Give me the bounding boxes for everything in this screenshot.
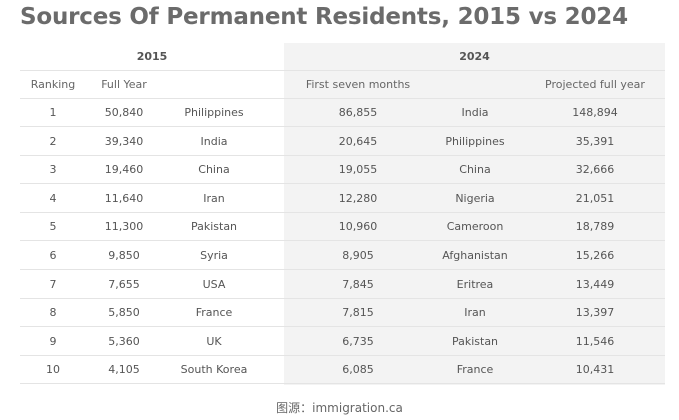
count-2015-cell: 5,850 — [108, 306, 140, 320]
count-2015-cell: 19,460 — [104, 163, 144, 177]
projected-2024-cell: 32,666 — [575, 163, 615, 177]
country-2015-cell: Pakistan — [190, 220, 238, 234]
country-2024-cell: Afghanistan — [442, 249, 508, 262]
count-2015-cell: 11,640 — [104, 191, 144, 205]
residents-table: 2015 2024 Ranking Full Year First seven … — [20, 43, 665, 385]
country-2024-cell: India — [461, 106, 489, 119]
column-header-first-seven-months: First seven months — [305, 78, 411, 91]
rank-cell: 7 — [49, 277, 57, 291]
table-row: 8 5,850 France 7,815 Iran 13,397 — [20, 299, 665, 328]
table-row: 6 9,850 Syria 8,905 Afghanistan 15,266 — [20, 242, 665, 270]
rank-cell: 5 — [49, 220, 57, 234]
projected-2024-cell: 18,789 — [575, 220, 615, 234]
count-2024-seven-months-cell: 20,645 — [338, 134, 378, 148]
rank-cell: 10 — [46, 363, 60, 377]
group-header-row: 2015 2024 — [20, 43, 665, 71]
count-2024-seven-months-cell: 19,055 — [338, 163, 378, 177]
projected-2024-cell: 35,391 — [575, 134, 615, 148]
country-2024-cell: Iran — [464, 306, 486, 320]
rank-cell: 2 — [49, 134, 57, 148]
chart-title: Sources Of Permanent Residents, 2015 vs … — [20, 4, 628, 30]
country-2015-cell: France — [195, 306, 233, 320]
country-2015-cell: USA — [202, 277, 226, 291]
panel-2024-background — [284, 43, 665, 385]
rank-cell: 1 — [49, 106, 57, 119]
country-2015-cell: India — [200, 134, 228, 148]
projected-2024-cell: 11,546 — [575, 334, 615, 348]
count-2015-cell: 11,300 — [104, 220, 144, 234]
source-caption: 图源：immigration.ca — [276, 401, 403, 415]
count-2024-seven-months-cell: 10,960 — [338, 220, 378, 234]
count-2024-seven-months-cell: 86,855 — [338, 106, 378, 119]
rank-cell: 8 — [49, 306, 57, 320]
country-2024-cell: Eritrea — [456, 277, 494, 291]
country-2015-cell: South Korea — [180, 363, 248, 377]
column-header-ranking: Ranking — [30, 78, 76, 91]
country-2024-cell: France — [456, 363, 494, 377]
column-header-projected-full-year: Projected full year — [545, 78, 645, 91]
rank-cell: 6 — [49, 249, 57, 262]
country-2015-cell: China — [198, 163, 230, 177]
count-2015-cell: 50,840 — [104, 106, 144, 119]
count-2015-cell: 9,850 — [108, 249, 140, 262]
group-header-2024: 2024 — [459, 50, 490, 63]
country-2024-cell: China — [459, 163, 491, 177]
count-2015-cell: 7,655 — [108, 277, 140, 291]
projected-2024-cell: 13,449 — [575, 277, 615, 291]
table-row: 5 11,300 Pakistan 10,960 Cameroon 18,789 — [20, 213, 665, 242]
count-2024-seven-months-cell: 7,815 — [342, 306, 374, 320]
table-row: 10 4,105 South Korea 6,085 France 10,431 — [20, 356, 665, 385]
country-2024-cell: Nigeria — [455, 191, 495, 205]
country-2015-cell: UK — [206, 334, 222, 348]
table-row: 3 19,460 China 19,055 China 32,666 — [20, 156, 665, 185]
table-row: 4 11,640 Iran 12,280 Nigeria 21,051 — [20, 185, 665, 213]
country-2015-cell: Philippines — [184, 106, 244, 119]
projected-2024-cell: 15,266 — [575, 249, 615, 262]
count-2024-seven-months-cell: 6,735 — [342, 334, 374, 348]
projected-2024-cell: 21,051 — [575, 191, 615, 205]
rank-cell: 4 — [49, 191, 57, 205]
column-header-row: Ranking Full Year First seven months Pro… — [20, 71, 665, 99]
rank-cell: 3 — [49, 163, 57, 177]
column-header-full-year: Full Year — [101, 78, 147, 91]
country-2015-cell: Iran — [203, 191, 225, 205]
country-2015-cell: Syria — [200, 249, 228, 262]
country-2024-cell: Philippines — [445, 134, 505, 148]
table-row: 9 5,360 UK 6,735 Pakistan 11,546 — [20, 328, 665, 356]
group-header-2015: 2015 — [136, 50, 168, 63]
table-row: 7 7,655 USA 7,845 Eritrea 13,449 — [20, 271, 665, 299]
projected-2024-cell: 13,397 — [575, 306, 615, 320]
projected-2024-cell: 10,431 — [575, 363, 615, 377]
country-2024-cell: Pakistan — [451, 334, 499, 348]
count-2024-seven-months-cell: 12,280 — [338, 191, 378, 205]
count-2015-cell: 4,105 — [108, 363, 140, 377]
projected-2024-cell: 148,894 — [572, 106, 618, 119]
table-row: 1 50,840 Philippines 86,855 India 148,894 — [20, 99, 665, 127]
count-2015-cell: 5,360 — [108, 334, 140, 348]
count-2024-seven-months-cell: 6,085 — [342, 363, 374, 377]
table-row: 2 39,340 India 20,645 Philippines 35,391 — [20, 128, 665, 156]
rank-cell: 9 — [49, 334, 57, 348]
count-2024-seven-months-cell: 8,905 — [342, 249, 374, 262]
country-2024-cell: Cameroon — [446, 220, 504, 234]
count-2015-cell: 39,340 — [104, 134, 144, 148]
count-2024-seven-months-cell: 7,845 — [342, 277, 374, 291]
